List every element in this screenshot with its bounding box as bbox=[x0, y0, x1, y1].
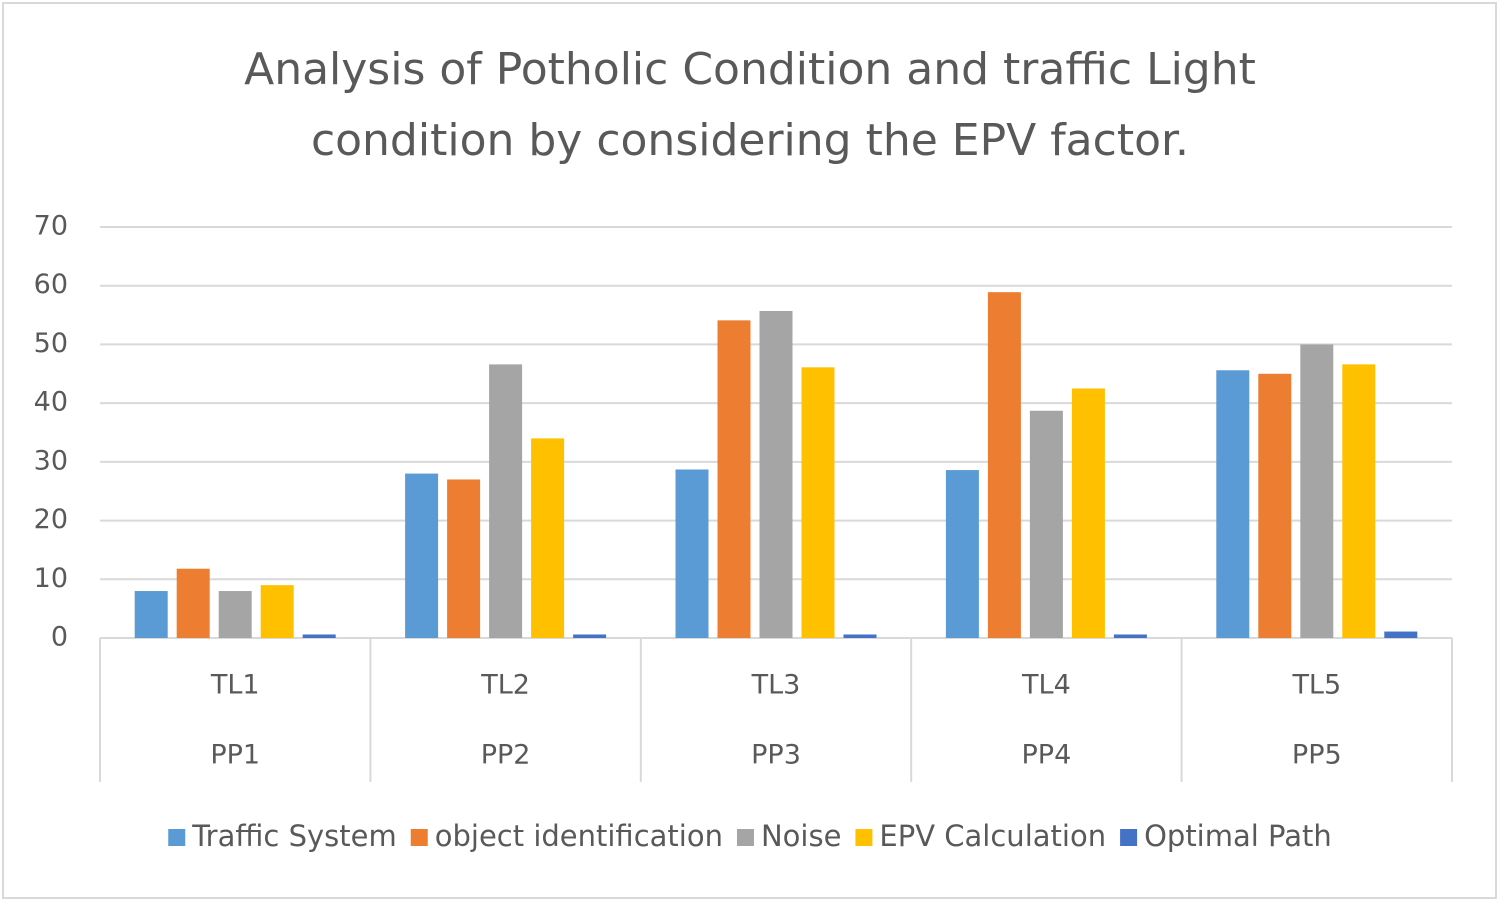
x-group-label: PP1 bbox=[210, 740, 260, 771]
bar bbox=[405, 473, 439, 638]
y-tick-label: 10 bbox=[34, 563, 68, 594]
bar bbox=[675, 469, 709, 638]
y-tick-label: 60 bbox=[34, 269, 68, 300]
legend-label: object identification bbox=[435, 819, 723, 853]
y-tick-label: 50 bbox=[34, 328, 68, 359]
bar bbox=[218, 591, 252, 638]
legend-label: EPV Calculation bbox=[879, 819, 1106, 853]
bar bbox=[302, 634, 336, 638]
x-group-label: PP3 bbox=[751, 740, 801, 771]
legend-label: Traffic System bbox=[191, 819, 397, 853]
bar bbox=[1029, 410, 1063, 638]
legend-swatch bbox=[736, 829, 754, 846]
legend-swatch bbox=[1120, 829, 1138, 846]
bar bbox=[1258, 373, 1292, 638]
bar bbox=[717, 320, 751, 638]
y-tick-label: 30 bbox=[34, 445, 68, 476]
bar bbox=[801, 367, 835, 638]
bar bbox=[1071, 388, 1105, 638]
bar bbox=[759, 310, 793, 638]
x-group-label: PP2 bbox=[481, 740, 531, 771]
x-tick-label: TL2 bbox=[480, 670, 530, 701]
x-group-label: PP5 bbox=[1292, 740, 1342, 771]
y-tick-label: 70 bbox=[34, 211, 68, 242]
bar bbox=[260, 585, 294, 638]
chart-title: Analysis of Potholic Condition and traff… bbox=[244, 44, 1256, 95]
bar bbox=[1384, 631, 1418, 638]
legend-swatch bbox=[168, 829, 186, 846]
chart-title: condition by considering the EPV factor. bbox=[311, 115, 1189, 166]
bar bbox=[1113, 634, 1147, 638]
bar bbox=[1216, 370, 1250, 638]
x-group-label: PP4 bbox=[1022, 740, 1072, 771]
bar bbox=[447, 479, 481, 638]
legend-label: Noise bbox=[761, 819, 841, 853]
y-tick-label: 20 bbox=[34, 504, 68, 535]
legend-label: Optimal Path bbox=[1144, 819, 1332, 853]
y-tick-label: 40 bbox=[34, 387, 68, 418]
bar bbox=[531, 438, 565, 638]
legend-swatch bbox=[410, 829, 428, 846]
bar bbox=[573, 634, 607, 638]
bar bbox=[987, 292, 1021, 638]
legend-swatch bbox=[855, 829, 873, 846]
bar bbox=[1300, 344, 1334, 638]
bar bbox=[843, 634, 877, 638]
bar bbox=[176, 568, 210, 638]
bar bbox=[489, 364, 523, 638]
bar bbox=[945, 470, 979, 638]
bar bbox=[1342, 364, 1376, 638]
x-tick-label: TL1 bbox=[210, 670, 260, 701]
y-tick-label: 0 bbox=[51, 622, 68, 653]
x-tick-label: TL5 bbox=[1291, 670, 1341, 701]
x-tick-label: TL3 bbox=[751, 670, 801, 701]
bar bbox=[134, 591, 168, 638]
x-tick-label: TL4 bbox=[1021, 670, 1071, 701]
